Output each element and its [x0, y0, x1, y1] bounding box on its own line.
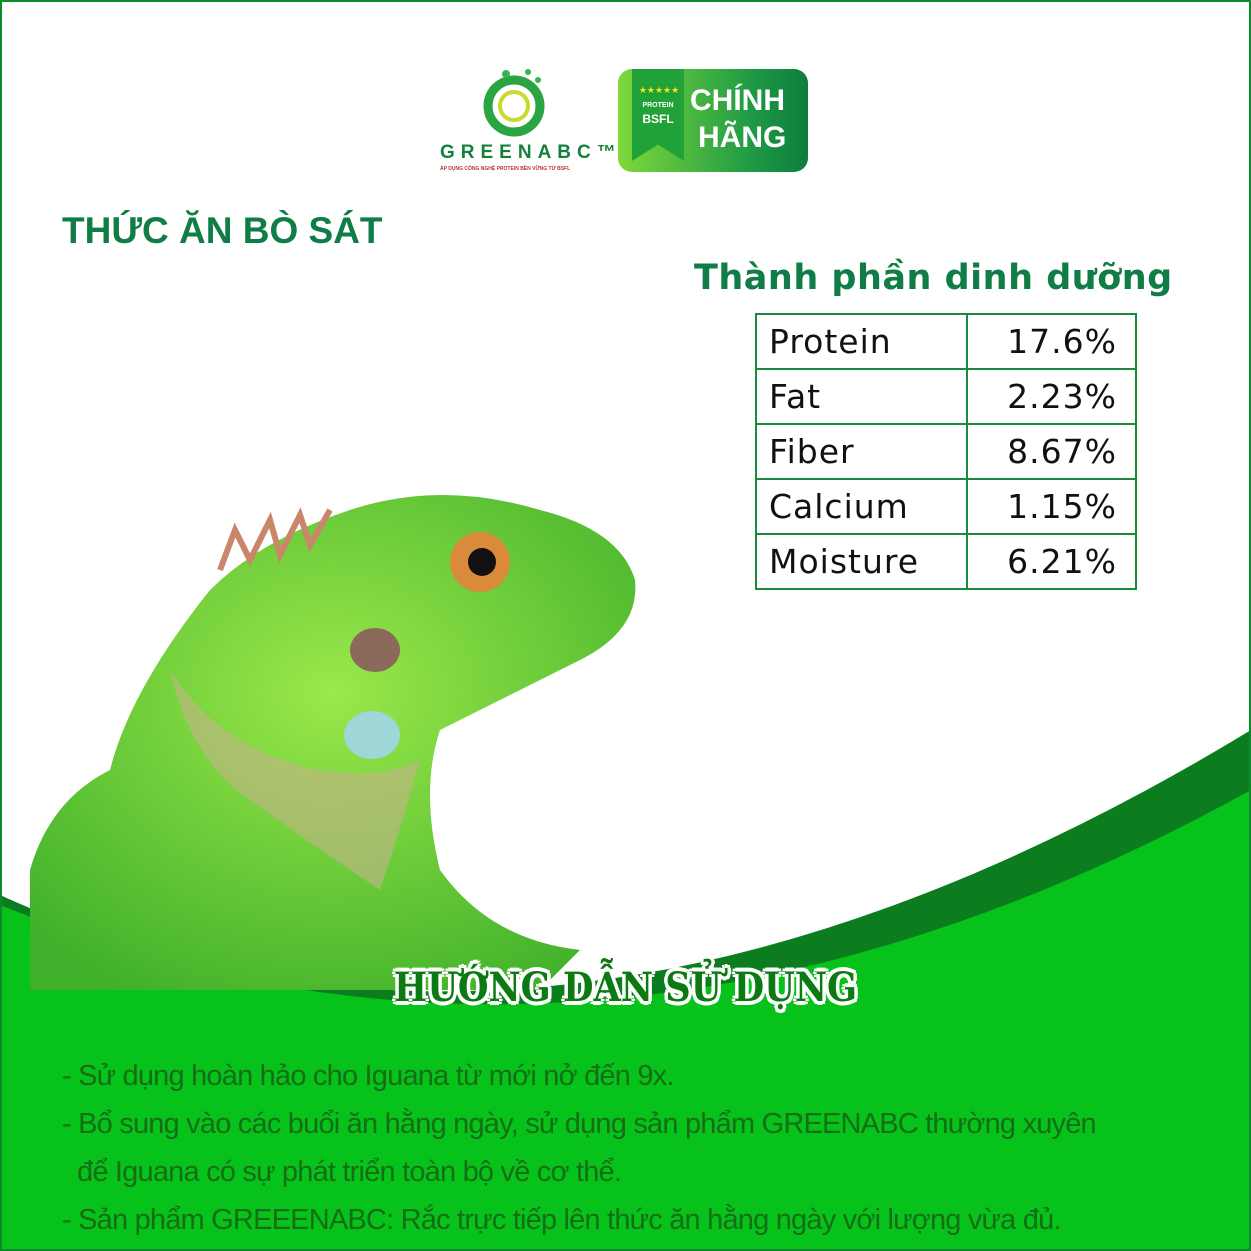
nutrient-value: 17.6% — [966, 313, 1137, 370]
page-title: THỨC ĂN BÒ SÁT — [62, 210, 383, 251]
nutrient-value: 8.67% — [966, 423, 1137, 480]
nutrient-name: Calcium — [755, 478, 968, 535]
stars-icon: ★★★★★ — [638, 86, 680, 96]
badge-line-2: HÃNG — [698, 121, 787, 154]
instruction-line: - Sử dụng hoàn hảo cho Iguana từ mới nở … — [62, 1060, 674, 1092]
table-row: Moisture 6.21% — [755, 533, 1137, 590]
nutrient-name: Fiber — [755, 423, 968, 480]
iguana-image — [30, 495, 636, 990]
ribbon-top-text: PROTEIN — [642, 102, 674, 109]
instruction-line: - Bổ sung vào các buổi ăn hằng ngày, sử … — [62, 1108, 1097, 1140]
nutrition-table: Protein 17.6% Fat 2.23% Fiber 8.67% Calcium… — [755, 313, 1137, 590]
nutrition-title: Thành phần dinh dưỡng — [694, 258, 1173, 298]
brand-tagline: ÁP DỤNG CÔNG NGHỆ PROTEIN BỀN VỮNG TỪ BS… — [440, 166, 571, 172]
instruction-line: - Sản phẩm GREEENABC: Rắc trực tiếp lên … — [62, 1204, 1061, 1236]
nutrient-name: Moisture — [755, 533, 968, 590]
nutrient-name: Protein — [755, 313, 968, 370]
greenabc-logo-icon — [483, 69, 545, 137]
nutrient-value: 1.15% — [966, 478, 1137, 535]
nutrient-value: 2.23% — [966, 368, 1137, 425]
nutrient-value: 6.21% — [966, 533, 1137, 590]
badge-line-1: CHÍNH — [690, 84, 785, 117]
instruction-line: để Iguana có sự phát triển toàn bộ về cơ… — [77, 1156, 622, 1188]
brand-name: GREENABC™ — [440, 142, 622, 163]
instructions-title: HƯỚNG DẪN SỬ DỤNG — [393, 964, 858, 1011]
table-row: Fat 2.23% — [755, 368, 1137, 425]
ribbon-bottom-text: BSFL — [642, 112, 674, 126]
table-row: Protein 17.6% — [755, 313, 1137, 370]
nutrient-name: Fat — [755, 368, 968, 425]
table-row: Fiber 8.67% — [755, 423, 1137, 480]
table-row: Calcium 1.15% — [755, 478, 1137, 535]
